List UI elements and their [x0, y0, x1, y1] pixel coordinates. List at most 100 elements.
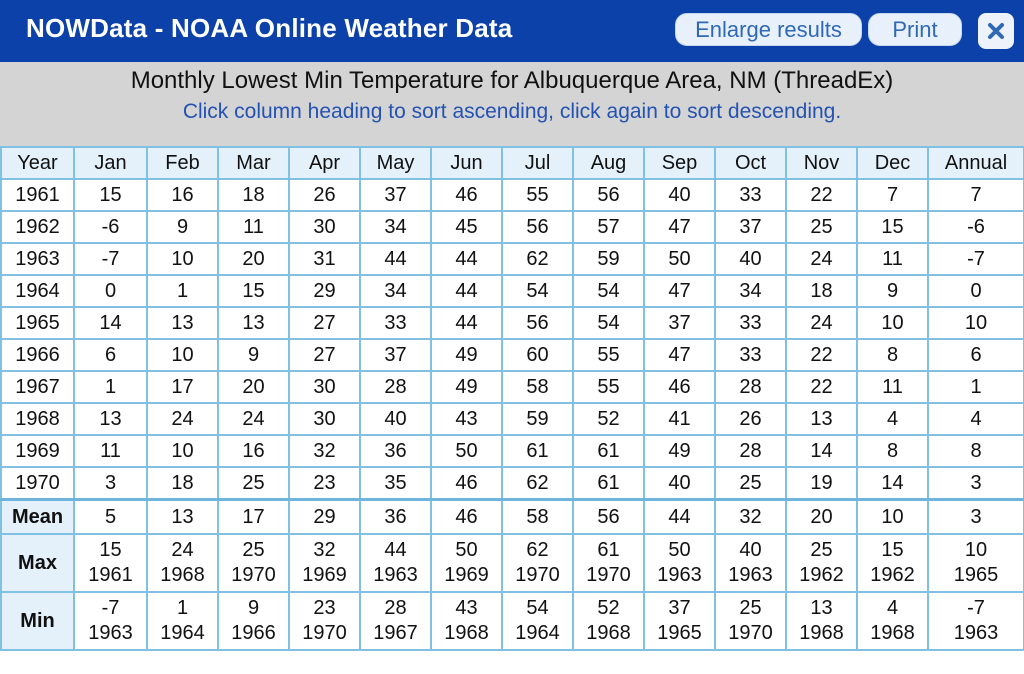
- column-header-apr[interactable]: Apr: [288, 146, 361, 180]
- mean-value-cell: 20: [785, 498, 858, 535]
- max-value: 10: [964, 539, 988, 561]
- value-cell: 45: [430, 210, 503, 244]
- column-header-annual[interactable]: Annual: [927, 146, 1024, 180]
- table-row: 1963 -7 10 20 31 44 44 62 59 50 40 24 11 -7: [0, 242, 1024, 276]
- column-header-may[interactable]: May: [359, 146, 432, 180]
- column-header-jun[interactable]: Jun: [430, 146, 503, 180]
- summary-body: Mean 5 13 17 29 36 46 58 56 44 32 20 10 3 Max 15 1961 24 1…: [0, 498, 1024, 651]
- value-cell: 13: [73, 402, 148, 436]
- column-header-year[interactable]: Year: [0, 146, 75, 180]
- value-cell: 50: [643, 242, 716, 276]
- table-row: 1967 1 17 20 30 28 49 58 55 46 28 22 11 1: [0, 370, 1024, 404]
- year-cell: 1969: [0, 434, 75, 468]
- max-value-cell: 10 1965: [927, 533, 1024, 593]
- value-cell: 55: [501, 178, 574, 212]
- min-year: 1970: [728, 622, 773, 644]
- year-cell: 1965: [0, 306, 75, 340]
- value-cell: 18: [146, 466, 219, 501]
- max-value-cell: 62 1970: [501, 533, 574, 593]
- value-cell: 46: [643, 370, 716, 404]
- column-header-dec[interactable]: Dec: [856, 146, 929, 180]
- value-cell: 36: [359, 434, 432, 468]
- mean-value-cell: 32: [714, 498, 787, 535]
- value-cell: 40: [643, 466, 716, 501]
- value-cell: 15: [217, 274, 290, 308]
- value-cell: 10: [927, 306, 1024, 340]
- min-value-cell: 1 1964: [146, 591, 219, 651]
- min-value: 13: [810, 597, 833, 619]
- max-label: Max: [0, 533, 75, 593]
- value-cell: 9: [146, 210, 219, 244]
- value-cell: 9: [217, 338, 290, 372]
- value-cell: 1: [927, 370, 1024, 404]
- mean-value-cell: 13: [146, 498, 219, 535]
- value-cell: 49: [643, 434, 716, 468]
- min-value: 25: [739, 597, 762, 619]
- max-value: 25: [810, 539, 833, 561]
- min-year: 1968: [870, 622, 915, 644]
- min-year: 1970: [302, 622, 347, 644]
- column-header-sep[interactable]: Sep: [643, 146, 716, 180]
- max-year: 1968: [160, 564, 205, 586]
- year-cell: 1963: [0, 242, 75, 276]
- value-cell: 13: [146, 306, 219, 340]
- value-cell: 33: [714, 178, 787, 212]
- value-cell: 44: [430, 274, 503, 308]
- value-cell: 50: [430, 434, 503, 468]
- max-value: 15: [881, 539, 904, 561]
- value-cell: 44: [430, 306, 503, 340]
- min-year: 1964: [160, 622, 205, 644]
- value-cell: 35: [359, 466, 432, 501]
- min-value: 43: [455, 597, 478, 619]
- min-value-cell: 4 1968: [856, 591, 929, 651]
- close-button[interactable]: [978, 13, 1014, 49]
- column-header-aug[interactable]: Aug: [572, 146, 645, 180]
- value-cell: 54: [572, 274, 645, 308]
- value-cell: 22: [785, 370, 858, 404]
- mean-row: Mean 5 13 17 29 36 46 58 56 44 32 20 10 3: [0, 498, 1024, 535]
- value-cell: 61: [501, 434, 574, 468]
- value-cell: 49: [430, 338, 503, 372]
- max-row: Max 15 1961 24 1968 25 1970 32 1969 44 1963 50 1969 6…: [0, 533, 1024, 593]
- value-cell: 31: [288, 242, 361, 276]
- value-cell: 4: [856, 402, 929, 436]
- value-cell: 44: [430, 242, 503, 276]
- max-year: 1963: [373, 564, 418, 586]
- table-row: 1964 0 1 15 29 34 44 54 54 47 34 18 9 0: [0, 274, 1024, 308]
- year-cell: 1966: [0, 338, 75, 372]
- column-header-nov[interactable]: Nov: [785, 146, 858, 180]
- column-header-jul[interactable]: Jul: [501, 146, 574, 180]
- column-header-oct[interactable]: Oct: [714, 146, 787, 180]
- value-cell: 10: [146, 434, 219, 468]
- value-cell: 23: [288, 466, 361, 501]
- value-cell: 16: [146, 178, 219, 212]
- column-header-jan[interactable]: Jan: [73, 146, 148, 180]
- max-year: 1970: [515, 564, 560, 586]
- report-header: Monthly Lowest Min Temperature for Albuq…: [0, 62, 1024, 146]
- value-cell: 27: [288, 338, 361, 372]
- max-year: 1963: [657, 564, 702, 586]
- column-header-feb[interactable]: Feb: [146, 146, 219, 180]
- print-button[interactable]: Print: [868, 13, 962, 46]
- value-cell: 18: [217, 178, 290, 212]
- value-cell: 47: [643, 338, 716, 372]
- min-year: 1968: [444, 622, 489, 644]
- min-value: 1: [176, 597, 189, 619]
- column-header-mar[interactable]: Mar: [217, 146, 290, 180]
- max-value: 15: [99, 539, 122, 561]
- enlarge-results-button[interactable]: Enlarge results: [675, 13, 862, 46]
- min-year: 1968: [586, 622, 631, 644]
- value-cell: 41: [643, 402, 716, 436]
- value-cell: 46: [430, 178, 503, 212]
- value-cell: 60: [501, 338, 574, 372]
- value-cell: 33: [359, 306, 432, 340]
- min-value-cell: -7 1963: [927, 591, 1024, 651]
- value-cell: -6: [73, 210, 148, 244]
- value-cell: 6: [927, 338, 1024, 372]
- value-cell: 25: [785, 210, 858, 244]
- max-value: 25: [242, 539, 265, 561]
- value-cell: 54: [501, 274, 574, 308]
- value-cell: 57: [572, 210, 645, 244]
- value-cell: 10: [856, 306, 929, 340]
- value-cell: 40: [714, 242, 787, 276]
